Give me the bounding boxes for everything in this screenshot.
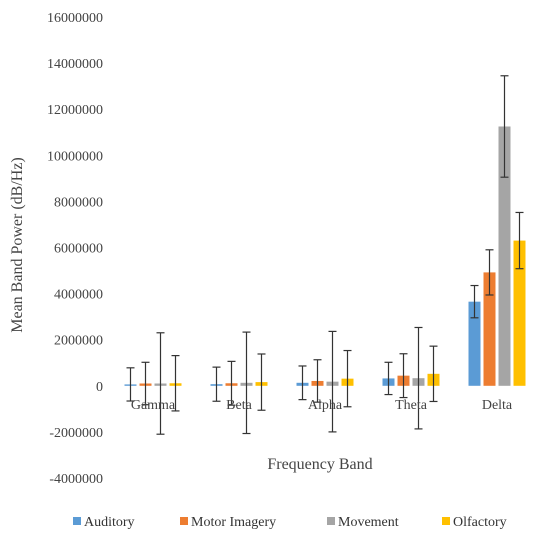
legend-label: Motor Imagery bbox=[191, 515, 276, 530]
y-axis-title: Mean Band Power (dB/Hz) bbox=[9, 157, 26, 333]
legend-label: Olfactory bbox=[453, 515, 507, 530]
y-tick-label: -2000000 bbox=[49, 426, 103, 441]
y-tick-label: -4000000 bbox=[49, 472, 103, 487]
y-tick-label: 6000000 bbox=[54, 242, 103, 257]
legend-swatch bbox=[327, 517, 335, 525]
category-label: Alpha bbox=[308, 398, 343, 413]
x-axis-title: Frequency Band bbox=[267, 456, 372, 473]
legend-swatch bbox=[442, 517, 450, 525]
legend-swatch bbox=[73, 517, 81, 525]
y-tick-label: 10000000 bbox=[47, 149, 103, 164]
y-tick-label: 2000000 bbox=[54, 334, 103, 349]
y-tick-label: 14000000 bbox=[47, 57, 103, 72]
legend-swatch bbox=[180, 517, 188, 525]
bar-movement bbox=[498, 126, 511, 386]
legend: Auditory Motor Imagery Movement Olfactory bbox=[73, 515, 507, 530]
category-labels: Gamma Beta Alpha Theta Delta bbox=[131, 398, 513, 413]
legend-label: Auditory bbox=[84, 515, 135, 530]
bar-series bbox=[124, 126, 526, 386]
y-tick-labels: -4000000 -2000000 0 2000000 4000000 6000000 80… bbox=[47, 11, 103, 487]
category-label: Theta bbox=[395, 398, 428, 413]
y-tick-label: 12000000 bbox=[47, 103, 103, 118]
error-bars bbox=[126, 75, 524, 435]
category-label: Delta bbox=[482, 398, 513, 413]
category-label: Gamma bbox=[131, 398, 176, 413]
bar-auditory bbox=[468, 301, 481, 386]
y-tick-label: 8000000 bbox=[54, 195, 103, 210]
bar-olfactory bbox=[513, 240, 526, 386]
legend-label: Movement bbox=[338, 515, 399, 530]
bar-motor-imagery bbox=[483, 272, 496, 386]
y-tick-label: 0 bbox=[96, 380, 103, 395]
y-tick-label: 4000000 bbox=[54, 288, 103, 303]
y-tick-label: 16000000 bbox=[47, 11, 103, 26]
category-label: Beta bbox=[226, 398, 252, 413]
